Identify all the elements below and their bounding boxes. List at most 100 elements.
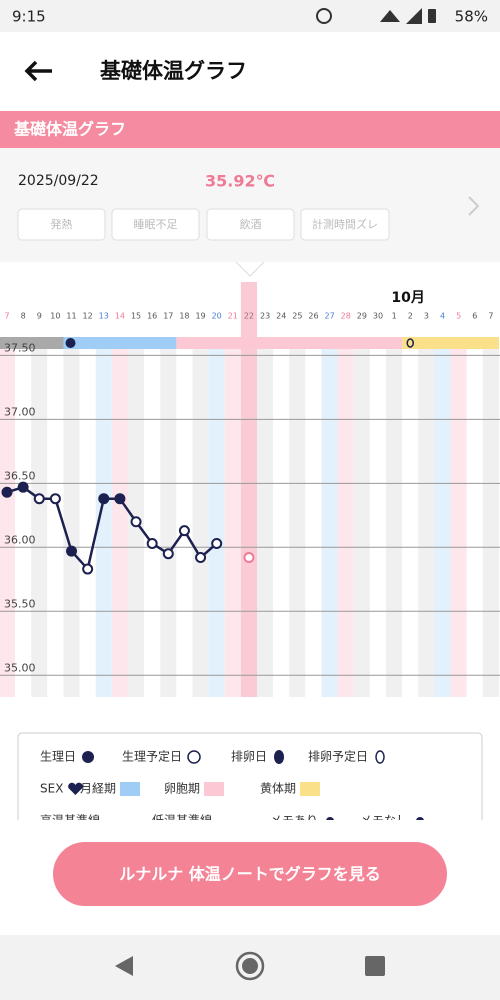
legend-label: 排卵予定日 [308, 749, 368, 764]
x-tick-label: 27 [325, 312, 335, 321]
section-title: 基礎体温グラフ [13, 120, 126, 139]
phase-bar [176, 337, 403, 349]
x-tick-label: 28 [341, 312, 351, 321]
tag-label: 飲酒 [240, 217, 262, 231]
temperature-point [114, 493, 126, 505]
column-band [79, 349, 96, 697]
tag-button[interactable] [17, 208, 106, 241]
y-tick-label: 37.50 [4, 341, 36, 354]
x-tick-label: 19 [195, 312, 205, 321]
x-tick-label: 23 [260, 312, 270, 321]
legend-icon [68, 782, 83, 795]
y-tick-label: 36.00 [4, 533, 36, 546]
legend-label: 黄体期 [260, 782, 296, 796]
column-band [305, 349, 322, 697]
column-band [176, 349, 193, 697]
section-bar [0, 111, 500, 148]
y-tick-label: 37.00 [4, 405, 36, 418]
status-time: 9:15 [12, 8, 46, 26]
column-band [144, 349, 161, 697]
x-tick-label: 12 [83, 312, 93, 321]
x-tick-label: 21 [228, 312, 238, 321]
y-tick-label: 36.50 [4, 469, 36, 482]
column-band [0, 349, 16, 697]
graph-button-label: ルナルナ 体温ノートでグラフを見る [119, 865, 381, 884]
legend-icon [187, 750, 201, 764]
x-tick-label: 26 [308, 312, 318, 321]
temperature-point [17, 481, 29, 493]
tag-label: 発熱 [51, 217, 73, 231]
status-battery: 58% [455, 8, 488, 26]
x-tick-label: 8 [21, 312, 26, 321]
legend-icon [82, 751, 95, 763]
record-temperature: 35.92℃ [205, 172, 275, 191]
temperature-point [178, 525, 190, 537]
column-band [321, 349, 338, 697]
column-band [111, 349, 128, 697]
x-tick-label: 22 [244, 312, 254, 321]
tag-button[interactable] [111, 208, 200, 241]
column-band [240, 349, 258, 697]
x-tick-label: 29 [357, 312, 367, 321]
x-tick-label: 18 [179, 312, 189, 321]
column-band [95, 349, 112, 697]
record-panel [0, 148, 500, 262]
back-button[interactable] [24, 60, 52, 82]
temperature-point [1, 486, 13, 498]
temperature-point [130, 516, 142, 528]
pointer [235, 261, 265, 277]
column-band [273, 349, 290, 697]
legend-icon [120, 782, 141, 796]
legend-icon [375, 750, 385, 764]
x-tick-label: 6 [472, 312, 477, 321]
column-band [289, 349, 306, 697]
x-tick-label: 4 [440, 312, 445, 321]
x-tick-label: 1 [392, 312, 397, 321]
column-band [47, 349, 64, 697]
column-band [15, 349, 32, 697]
x-tick-label: 11 [66, 312, 76, 321]
column-band [353, 349, 370, 697]
x-tick-label: 2 [408, 312, 413, 321]
wifi-icon [380, 10, 400, 22]
x-tick-label: 30 [373, 312, 383, 321]
selected-column [240, 282, 258, 697]
header-title: 基礎体温グラフ [100, 59, 247, 83]
graph-button[interactable] [53, 842, 447, 906]
temperature-point [66, 545, 78, 557]
x-tick-label: 5 [456, 312, 461, 321]
tag-label: 睡眠不足 [134, 218, 178, 231]
legend-label: 排卵日 [231, 750, 267, 764]
ovulation-icon [406, 338, 414, 348]
temperature-point [195, 552, 207, 564]
x-tick-label: 3 [424, 312, 429, 321]
column-band [450, 349, 467, 697]
tag-button[interactable] [300, 208, 390, 241]
x-tick-label: 9 [37, 312, 42, 321]
nav-home[interactable] [235, 951, 265, 981]
column-band [160, 349, 177, 697]
column-band [257, 349, 274, 697]
tag-button[interactable] [206, 208, 295, 241]
phase-bar [0, 337, 65, 349]
nav-recent[interactable] [365, 956, 385, 976]
column-band [386, 349, 403, 697]
column-band [402, 349, 419, 697]
temperature-point [82, 563, 94, 575]
legend-label: 月経期 [80, 782, 116, 796]
nav-back[interactable] [115, 956, 133, 976]
phase-bar [63, 337, 177, 349]
column-band [31, 349, 48, 697]
column-band [434, 349, 451, 697]
x-tick-label: 20 [212, 312, 222, 321]
x-tick-label: 24 [276, 312, 286, 321]
legend-label: 生理日 [40, 750, 76, 764]
column-band [208, 349, 225, 697]
legend-icon [300, 782, 321, 796]
nav-home-dot [242, 958, 258, 974]
month-label: 10月 [391, 290, 424, 306]
next-arrow[interactable] [468, 196, 480, 216]
y-tick-label: 35.00 [4, 661, 36, 674]
temperature-point [211, 537, 223, 549]
